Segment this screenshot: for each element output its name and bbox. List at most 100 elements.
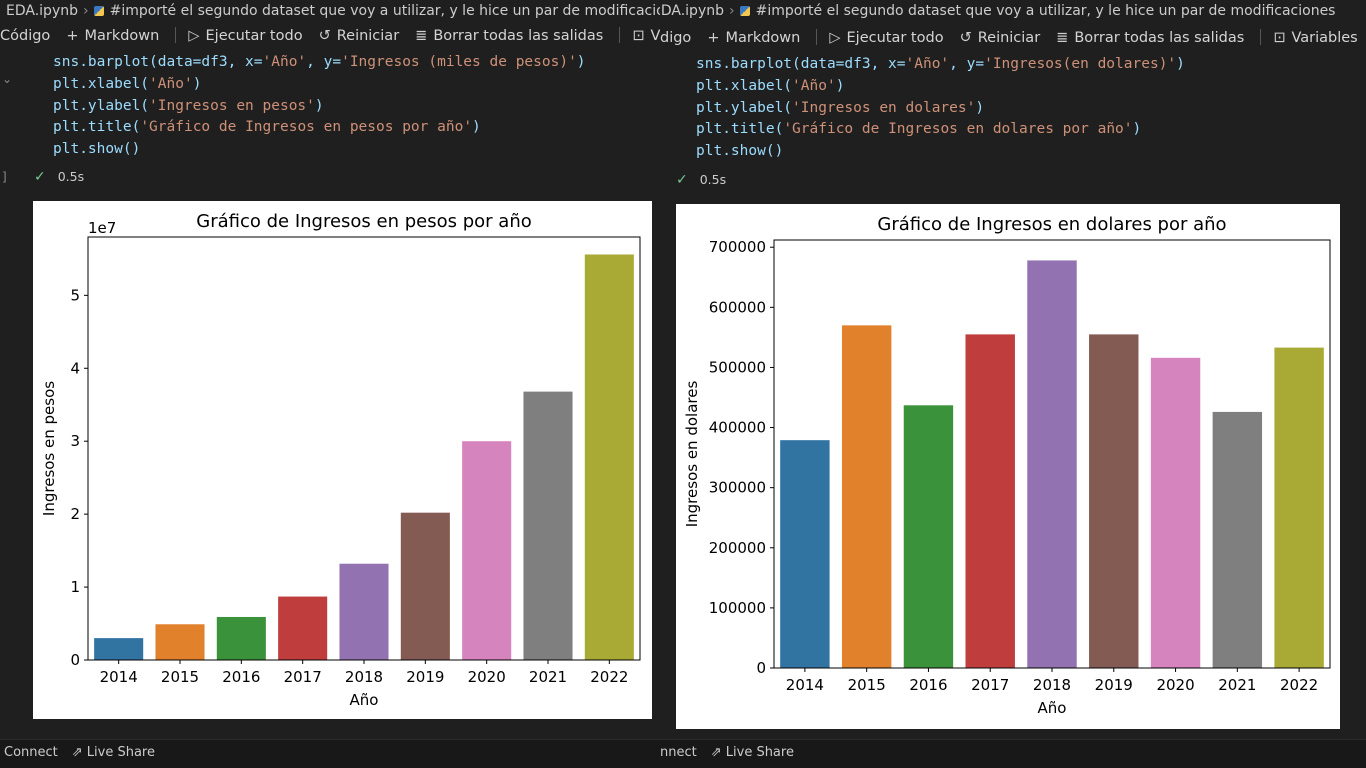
- bar-2021: [523, 391, 573, 660]
- restart-label: Reiniciar: [977, 30, 1041, 46]
- code-line: plt.title('Gráfico de Ingresos en dolare…: [696, 121, 1142, 138]
- plus-icon: +: [707, 30, 720, 46]
- breadcrumb-file[interactable]: EDA.ipynb: [6, 3, 78, 19]
- y-tick-label: 0: [756, 659, 766, 677]
- x-tick-label: 2018: [345, 668, 383, 686]
- status-bar: nnect ⇗ Live Share: [660, 739, 1366, 768]
- variables-label: Variables: [1291, 30, 1358, 46]
- y-tick-label: 200000: [709, 539, 766, 557]
- x-tick-label: 2014: [100, 668, 138, 686]
- notebook-toolbar: Código + Markdown ▷ Ejecutar todo ↺ Reiniciar ≣…: [0, 25, 660, 47]
- execution-status: ✓ 0.5s: [676, 172, 726, 188]
- clear-all-icon: ≣: [415, 28, 428, 44]
- x-tick-label: 2019: [406, 668, 444, 686]
- notebook-pane-right: EDA.ipynb› #importé el segundo dataset qu…: [660, 0, 1366, 768]
- chart-title: Gráfico de Ingresos en dolares por año: [877, 214, 1226, 235]
- bar-2022: [584, 254, 634, 660]
- restart-button[interactable]: ↺ Reiniciar: [319, 25, 400, 47]
- x-tick-label: 2022: [1280, 676, 1318, 694]
- x-axis-label: Año: [1038, 699, 1067, 717]
- code-line: plt.ylabel('Ingresos en dolares'): [696, 99, 985, 116]
- cell-bracket-icon: ]: [2, 170, 7, 184]
- execution-status: ✓ 0.5s: [34, 169, 84, 185]
- x-tick-label: 2020: [1156, 676, 1194, 694]
- code-line: sns.barplot(data=df3, x='Año', y='Ingres…: [696, 56, 1185, 72]
- breadcrumb-file[interactable]: EDA.ipynb: [660, 3, 724, 19]
- run-all-icon: ▷: [188, 28, 200, 44]
- connect-button[interactable]: nnect: [660, 745, 697, 760]
- code-line: plt.xlabel('Año'): [53, 75, 202, 92]
- bar-2020: [1150, 357, 1201, 668]
- markdown-button[interactable]: + Markdown: [66, 25, 159, 47]
- live-share-button[interactable]: ⇗ Live Share: [72, 740, 155, 766]
- run-all-button[interactable]: ▷ Ejecutar todo: [188, 25, 302, 47]
- restart-button[interactable]: ↺ Reiniciar: [960, 27, 1041, 49]
- live-share-label: Live Share: [725, 745, 794, 760]
- bar-2014: [780, 440, 830, 668]
- plot-frame: [773, 239, 1331, 669]
- variables-button[interactable]: ⊡ Vari: [632, 25, 660, 47]
- toolbar-divider: [175, 27, 177, 43]
- markdown-button-label: Markdown: [725, 30, 801, 46]
- bar-2016: [903, 405, 954, 668]
- bar-2017: [965, 334, 1015, 668]
- bar-2019: [400, 512, 450, 660]
- restart-label: Reiniciar: [336, 28, 400, 44]
- notebook-pane-left: EDA.ipynb › #importé el segundo dataset qu…: [0, 0, 660, 768]
- code-button-label: Código: [0, 28, 51, 44]
- markdown-button[interactable]: + Markdown: [707, 27, 800, 49]
- clear-outputs-button[interactable]: ≣ Borrar todas las salidas: [1056, 27, 1244, 49]
- y-tick-label: 0: [70, 651, 80, 669]
- y-tick-label: 2: [70, 505, 80, 523]
- bar-2017: [278, 596, 328, 660]
- clear-outputs-label: Borrar todas las salidas: [1074, 30, 1245, 46]
- x-tick-label: 2015: [848, 676, 886, 694]
- x-tick-label: 2017: [971, 676, 1009, 694]
- run-all-label: Ejecutar todo: [205, 28, 303, 44]
- variables-button[interactable]: ⊡ Variables: [1273, 27, 1357, 49]
- y-axis-label: Ingresos en dolares: [683, 381, 701, 528]
- y-tick-label: 400000: [709, 419, 766, 437]
- collapse-chevron-icon[interactable]: ⌄: [2, 72, 13, 86]
- x-tick-label: 2021: [529, 668, 567, 686]
- execution-time: 0.5s: [699, 172, 727, 187]
- python-icon: [739, 6, 750, 16]
- y-tick-label: 3: [70, 432, 80, 450]
- x-tick-label: 2015: [161, 668, 199, 686]
- run-all-button[interactable]: ▷ Ejecutar todo: [829, 27, 943, 49]
- clear-outputs-button[interactable]: ≣ Borrar todas las salidas: [415, 25, 603, 47]
- live-share-icon: ⇗: [710, 745, 726, 760]
- y-tick-label: 100000: [709, 599, 766, 617]
- run-all-label: Ejecutar todo: [846, 30, 944, 46]
- bar-2018: [339, 563, 389, 660]
- live-share-button[interactable]: ⇗ Live Share: [711, 740, 794, 766]
- y-tick-label: 600000: [709, 298, 766, 316]
- x-tick-label: 2016: [222, 668, 260, 686]
- breadcrumb[interactable]: EDA.ipynb› #importé el segundo dataset qu…: [6, 0, 660, 22]
- bar-chart: 2014 2015 2016 2017 2018 2019 2020 2021 2022 0 100…: [683, 214, 1331, 717]
- x-tick-label: 2021: [1218, 676, 1256, 694]
- code-cell[interactable]: sns.barplot(data=df3, x='Año', y='Ingres…: [53, 52, 586, 161]
- code-button[interactable]: Código: [0, 25, 50, 47]
- y-tick-label: 700000: [709, 238, 766, 256]
- notebook-toolbar: digo + Markdown ▷ Ejecutar todo ↺ Reiniciar ≣ Bo…: [660, 27, 1366, 49]
- run-all-icon: ▷: [829, 30, 841, 46]
- bar-2018: [1027, 260, 1077, 668]
- execution-time: 0.5s: [57, 169, 85, 184]
- variables-icon: ⊡: [1273, 30, 1286, 46]
- y-tick-label: 500000: [709, 358, 766, 376]
- x-tick-label: 2016: [909, 676, 947, 694]
- code-button[interactable]: digo: [660, 27, 691, 49]
- bar-2020: [462, 441, 512, 660]
- code-cell[interactable]: sns.barplot(data=df3, x='Año', y='Ingres…: [696, 54, 1185, 163]
- clear-all-icon: ≣: [1056, 30, 1069, 46]
- connect-button[interactable]: Connect: [4, 745, 58, 760]
- bar-2022: [1274, 347, 1324, 668]
- bar-2014: [94, 638, 144, 660]
- x-tick-label: 2017: [284, 668, 322, 686]
- breadcrumb-cell[interactable]: #importé el segundo dataset que voy a ut…: [109, 3, 660, 19]
- y-tick-label: 1: [70, 578, 80, 596]
- breadcrumb-cell[interactable]: #importé el segundo dataset que voy a ut…: [755, 3, 1336, 19]
- breadcrumb[interactable]: EDA.ipynb› #importé el segundo dataset qu…: [660, 0, 1366, 22]
- code-line: plt.title('Gráfico de Ingresos en pesos …: [53, 119, 481, 136]
